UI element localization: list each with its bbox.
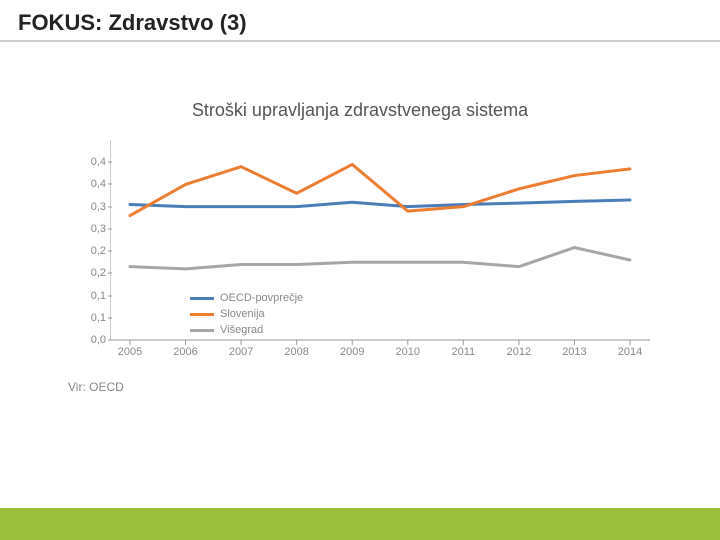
legend-label: Slovenija (220, 308, 265, 320)
series-line (130, 248, 630, 269)
y-tick-label: 0,3 (78, 223, 106, 235)
legend-swatch (190, 313, 214, 316)
title-underline (0, 40, 720, 42)
legend-label: Višegrad (220, 324, 263, 336)
chart-title: Stroški upravljanja zdravstvenega sistem… (60, 100, 660, 121)
legend: OECD-povprečje Slovenija Višegrad (190, 290, 303, 338)
y-tick-label: 0,1 (78, 312, 106, 324)
y-tick-label: 0,1 (78, 290, 106, 302)
y-tick-label: 0,2 (78, 267, 106, 279)
y-tick-label: 0,4 (78, 178, 106, 190)
legend-item: Slovenija (190, 306, 303, 322)
y-tick-label: 0,3 (78, 201, 106, 213)
y-tick-label: 0,4 (78, 156, 106, 168)
y-tick-label: 0,0 (78, 334, 106, 346)
chart-container: Stroški upravljanja zdravstvenega sistem… (60, 100, 660, 420)
footer-bar (0, 508, 720, 540)
chart-source: Vir: OECD (68, 380, 124, 394)
legend-swatch (190, 297, 214, 300)
legend-swatch (190, 329, 214, 332)
legend-item: OECD-povprečje (190, 290, 303, 306)
y-tick-label: 0,2 (78, 245, 106, 257)
legend-label: OECD-povprečje (220, 292, 303, 304)
slide: FOKUS: Zdravstvo (3) Stroški upravljanja… (0, 0, 720, 540)
slide-title: FOKUS: Zdravstvo (3) (18, 10, 247, 36)
legend-item: Višegrad (190, 322, 303, 338)
series-line (130, 200, 630, 207)
